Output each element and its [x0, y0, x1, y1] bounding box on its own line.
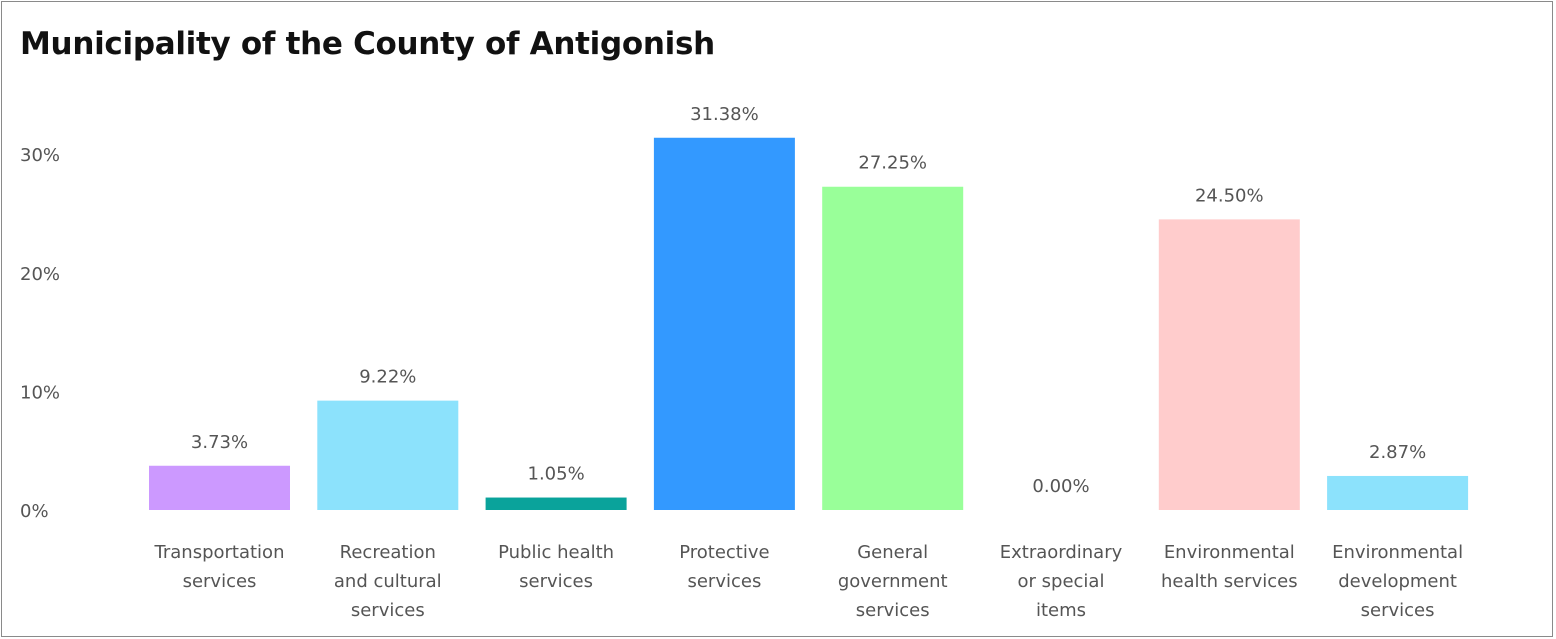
- x-tick-label-line: Environmental: [1164, 542, 1295, 563]
- x-tick-label-line: development: [1338, 571, 1457, 592]
- x-tick-label-line: items: [1036, 600, 1086, 621]
- chart-title: Municipality of the County of Antigonish: [20, 26, 715, 62]
- x-tick-label-line: services: [519, 571, 593, 592]
- bar: [653, 137, 795, 510]
- y-tick-label: 0%: [20, 501, 49, 522]
- x-tick-label-line: Environmental: [1332, 542, 1463, 563]
- x-tick-label-line: government: [838, 571, 948, 592]
- data-label: 9.22%: [359, 367, 416, 388]
- bar: [485, 497, 627, 510]
- bar: [1327, 475, 1469, 510]
- bar: [149, 465, 290, 510]
- x-tick-label: Transportation services: [154, 542, 285, 592]
- bar: [317, 400, 459, 510]
- bar: [822, 186, 964, 510]
- x-tick-label-line: Extraordinary: [1000, 542, 1123, 563]
- x-tick-label: Environmental health services: [1161, 542, 1298, 592]
- x-tick-label-line: or special: [1018, 571, 1105, 592]
- x-axis: Transportation services Recreation and cult…: [154, 542, 1464, 621]
- y-tick-label: 30%: [20, 145, 60, 166]
- data-label: 0.00%: [1032, 476, 1089, 497]
- data-label: 27.25%: [858, 153, 927, 174]
- bars: [149, 137, 1469, 510]
- data-label: 2.87%: [1369, 442, 1426, 463]
- x-tick-label-line: Protective: [679, 542, 769, 563]
- data-label: 3.73%: [191, 432, 248, 453]
- x-tick-label: Protective services: [679, 542, 769, 592]
- x-tick-label: Recreation and cultural services: [334, 542, 442, 621]
- x-tick-label: Extraordinary or special items: [1000, 542, 1123, 621]
- x-tick-label-line: and cultural: [334, 571, 442, 592]
- x-tick-label-line: services: [687, 571, 761, 592]
- x-tick-label-line: Recreation: [340, 542, 436, 563]
- x-tick-label-line: services: [856, 600, 930, 621]
- bar: [1158, 219, 1300, 510]
- x-tick-label: Public health services: [498, 542, 614, 592]
- y-tick-label: 20%: [20, 264, 60, 285]
- x-tick-label-line: services: [351, 600, 425, 621]
- y-tick-label: 10%: [20, 382, 60, 403]
- x-tick-label: Environmental development services: [1332, 542, 1463, 621]
- y-axis: 0% 10% 20% 30%: [20, 145, 60, 522]
- x-tick-label-line: health services: [1161, 571, 1298, 592]
- data-labels: 3.73% 9.22% 1.05% 31.38% 27.25% 0.00% 24.50% 2.…: [191, 104, 1426, 497]
- data-label: 1.05%: [528, 464, 585, 485]
- data-label: 24.50%: [1195, 185, 1264, 206]
- x-tick-label-line: Transportation: [154, 542, 285, 563]
- x-tick-label-line: services: [183, 571, 257, 592]
- data-label: 31.38%: [690, 104, 759, 125]
- x-tick-label-line: services: [1361, 600, 1435, 621]
- x-tick-label: General government services: [838, 542, 948, 621]
- x-tick-label-line: Public health: [498, 542, 614, 563]
- x-tick-label-line: General: [857, 542, 928, 563]
